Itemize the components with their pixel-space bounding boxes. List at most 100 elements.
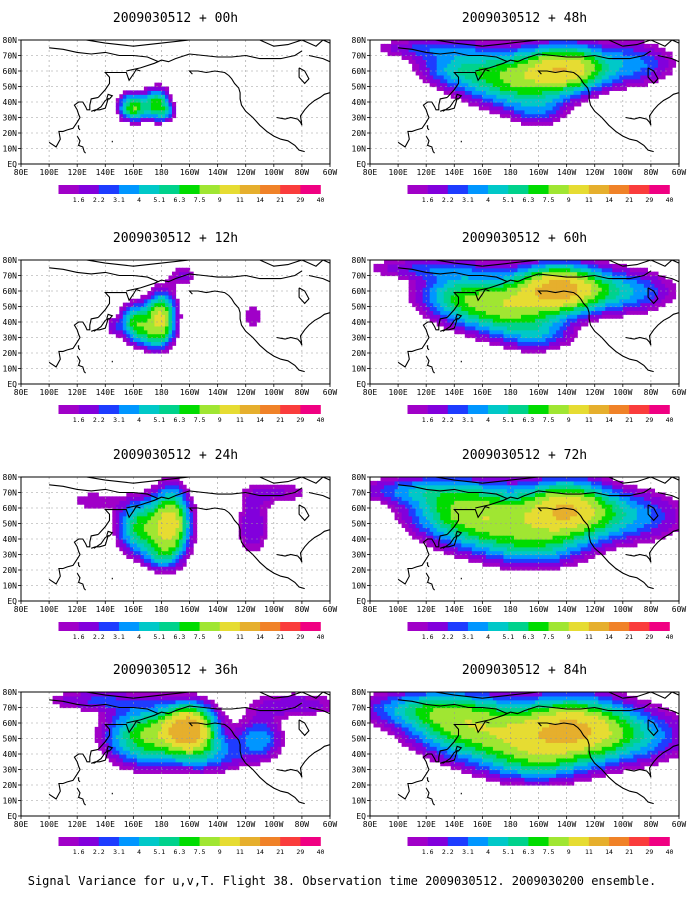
- gridlines: [21, 477, 330, 601]
- variance-cell: [87, 707, 92, 712]
- variance-cell: [563, 337, 568, 342]
- variance-cell: [542, 55, 547, 60]
- variance-cell: [513, 47, 519, 53]
- variance-cell: [164, 761, 170, 767]
- variance-cell: [238, 746, 243, 751]
- variance-cell: [168, 337, 173, 342]
- variance-cell: [464, 263, 469, 269]
- variance-cell: [119, 719, 124, 724]
- variance-cell: [559, 341, 564, 346]
- variance-cell: [549, 82, 554, 88]
- variance-cell: [426, 260, 431, 265]
- variance-cell: [580, 67, 585, 72]
- variance-cell: [143, 302, 149, 308]
- variance-cell: [224, 730, 229, 736]
- variance-cell: [513, 298, 519, 304]
- variance-cell: [129, 527, 134, 532]
- variance-cell: [112, 750, 117, 755]
- variance-cell: [563, 263, 568, 269]
- variance-cell: [249, 488, 254, 494]
- variance-cell: [133, 121, 138, 126]
- variance-cell: [115, 314, 120, 319]
- variance-cell: [98, 715, 103, 720]
- y-tick-label: 60N: [3, 504, 18, 513]
- variance-cell: [249, 707, 254, 712]
- variance-cell: [136, 90, 141, 95]
- variance-cell: [559, 55, 564, 60]
- variance-cell: [468, 51, 473, 57]
- colorbar-swatch: [260, 185, 281, 194]
- coastline: [608, 40, 679, 47]
- x-tick-label: 120W: [236, 388, 255, 397]
- variance-cell: [545, 329, 550, 335]
- variance-cell: [157, 291, 163, 296]
- variance-cell: [461, 314, 466, 319]
- variance-cell: [528, 121, 533, 126]
- variance-cell: [433, 63, 438, 68]
- colorbar-swatch: [300, 405, 321, 414]
- variance-cell: [577, 287, 582, 292]
- variance-cell: [157, 508, 163, 513]
- variance-cell: [256, 734, 261, 740]
- variance-cell: [119, 98, 124, 103]
- variance-cell: [105, 719, 110, 724]
- variance-cell: [584, 82, 589, 88]
- variance-cell: [256, 742, 261, 747]
- variance-cell: [510, 337, 515, 342]
- coastline: [647, 67, 659, 85]
- variance-cell: [436, 298, 441, 304]
- variance-cell: [542, 109, 547, 115]
- colorbar-swatch: [588, 185, 610, 194]
- colorbar-label: 1.6: [73, 416, 85, 424]
- variance-cell: [591, 71, 596, 76]
- variance-cell: [524, 43, 529, 49]
- variance-cell: [520, 349, 526, 354]
- variance-cell: [506, 40, 512, 45]
- variance-cell: [566, 275, 571, 280]
- variance-cell: [122, 500, 127, 505]
- variance-cell: [570, 94, 575, 99]
- variance-cell: [270, 742, 275, 747]
- x-tick-label: 180: [154, 820, 169, 829]
- variance-cell: [189, 765, 194, 771]
- x-tick-label: 100W: [264, 168, 283, 177]
- variance-cell: [531, 279, 536, 284]
- variance-cell: [471, 322, 476, 327]
- variance-cell: [492, 263, 498, 269]
- variance-cell: [450, 51, 455, 57]
- variance-cell: [549, 294, 554, 300]
- variance-cell: [119, 105, 124, 111]
- variance-cell: [587, 74, 592, 80]
- variance-cell: [545, 291, 550, 296]
- variance-cell: [136, 500, 141, 505]
- variance-cell: [503, 322, 508, 327]
- variance-cell: [136, 699, 141, 705]
- variance-cell: [612, 71, 617, 76]
- variance-cell: [461, 90, 466, 95]
- variance-cell: [591, 260, 596, 265]
- variance-cell: [270, 719, 275, 724]
- variance-cell: [242, 492, 247, 497]
- variance-cell: [186, 267, 191, 273]
- variance-cell: [573, 90, 578, 95]
- variance-cell: [447, 302, 452, 308]
- variance-cell: [266, 703, 271, 709]
- variance-cell: [273, 703, 278, 709]
- variance-cell: [408, 283, 413, 288]
- variance-cell: [287, 703, 292, 709]
- variance-cell: [556, 109, 561, 115]
- variance-cell: [189, 504, 194, 509]
- colorbar-swatch: [219, 622, 241, 631]
- variance-cell: [408, 279, 413, 284]
- variance-cell: [454, 51, 459, 57]
- variance-cell: [161, 542, 166, 548]
- variance-cell: [122, 504, 127, 509]
- variance-cell: [175, 566, 180, 571]
- variance-cell: [559, 279, 564, 284]
- variance-cell: [259, 531, 264, 536]
- variance-cell: [552, 90, 557, 95]
- variance-cell: [587, 59, 592, 64]
- variance-cell: [77, 699, 82, 705]
- variance-cell: [179, 750, 184, 755]
- variance-cell: [542, 98, 547, 103]
